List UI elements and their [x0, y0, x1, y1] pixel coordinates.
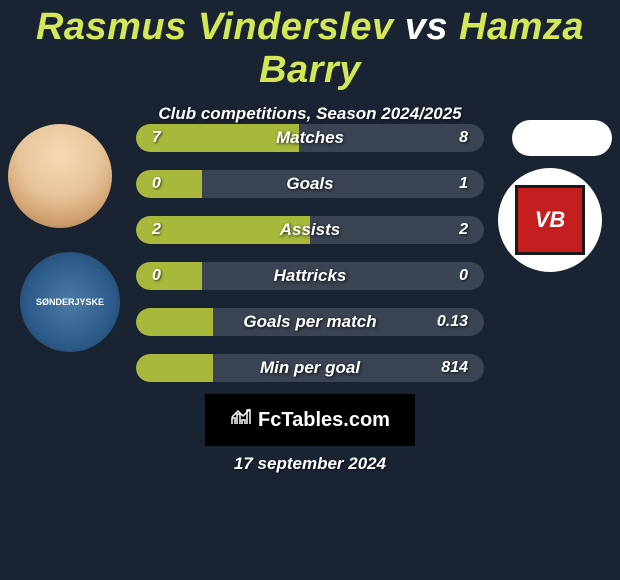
stat-label: Min per goal — [136, 354, 484, 382]
comparison-infographic: Rasmus Vinderslev vs Hamza Barry Club co… — [0, 0, 620, 580]
stat-right-value: 0 — [459, 262, 468, 290]
vb-icon: VB — [515, 185, 585, 255]
player1-avatar — [8, 124, 112, 228]
stat-right-value: 0.13 — [437, 308, 468, 336]
club1-badge: SØNDERJYSKE — [20, 252, 120, 352]
branding-box: FcTables.com — [205, 394, 415, 446]
stat-row: 0 Hattricks 0 — [136, 262, 484, 290]
stat-label: Assists — [136, 216, 484, 244]
stat-row: 2 Assists 2 — [136, 216, 484, 244]
brand-text: FcTables.com — [258, 409, 390, 432]
stat-right-value: 8 — [459, 124, 468, 152]
stat-label: Goals per match — [136, 308, 484, 336]
stat-label: Goals — [136, 170, 484, 198]
player1-name: Rasmus Vinderslev — [36, 6, 394, 48]
stat-label: Matches — [136, 124, 484, 152]
stat-right-value: 1 — [459, 170, 468, 198]
date-text: 17 september 2024 — [0, 454, 620, 474]
stat-label: Hattricks — [136, 262, 484, 290]
player2-avatar — [512, 120, 612, 156]
vs-text: vs — [405, 6, 448, 48]
stat-row: Goals per match 0.13 — [136, 308, 484, 336]
stats-bars: 7 Matches 8 0 Goals 1 2 Assists 2 0 Hatt… — [136, 124, 484, 400]
stat-row: 7 Matches 8 — [136, 124, 484, 152]
club2-badge: VB — [498, 168, 602, 272]
title: Rasmus Vinderslev vs Hamza Barry — [0, 0, 620, 92]
sonderjyske-icon: SØNDERJYSKE — [36, 297, 104, 307]
stat-right-value: 814 — [441, 354, 468, 382]
stat-row: Min per goal 814 — [136, 354, 484, 382]
stat-row: 0 Goals 1 — [136, 170, 484, 198]
chart-icon — [230, 408, 252, 432]
stat-right-value: 2 — [459, 216, 468, 244]
